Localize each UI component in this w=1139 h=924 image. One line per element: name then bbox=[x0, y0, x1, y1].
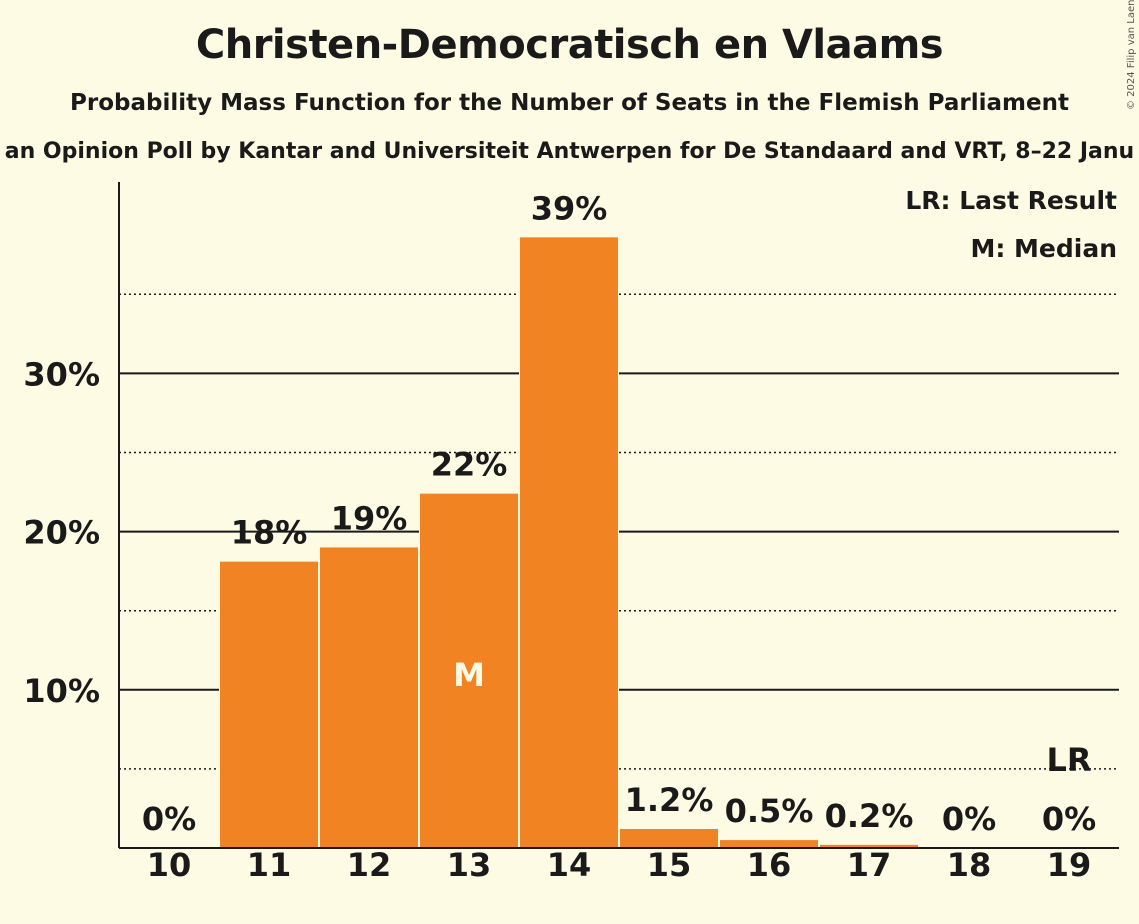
bar-value-label: 1.2% bbox=[625, 781, 714, 819]
chart-title: Christen-Democratisch en Vlaams bbox=[195, 22, 944, 68]
chart-subtitle: Probability Mass Function for the Number… bbox=[70, 90, 1069, 116]
bar-value-label: 0% bbox=[942, 800, 996, 838]
bar-value-label: 0.2% bbox=[825, 797, 914, 835]
x-tick-label: 12 bbox=[347, 846, 392, 884]
x-tick-label: 16 bbox=[747, 846, 792, 884]
bar-value-label: 0% bbox=[1042, 800, 1096, 838]
bar-value-label: 0.5% bbox=[725, 792, 814, 830]
bar bbox=[420, 493, 518, 848]
x-tick-label: 18 bbox=[947, 846, 992, 884]
y-tick-label: 30% bbox=[23, 355, 100, 393]
bar bbox=[220, 561, 318, 848]
y-tick-label: 10% bbox=[23, 672, 100, 710]
median-marker: M bbox=[453, 656, 485, 694]
bar-value-label: 22% bbox=[431, 446, 508, 484]
legend-last-result: LR: Last Result bbox=[905, 186, 1117, 215]
x-tick-label: 13 bbox=[447, 846, 492, 884]
bar-value-label: 18% bbox=[231, 514, 308, 552]
legend-median: M: Median bbox=[970, 234, 1117, 263]
bar-value-label: 0% bbox=[142, 800, 196, 838]
x-tick-label: 14 bbox=[547, 846, 592, 884]
bar bbox=[520, 237, 618, 848]
last-result-marker: LR bbox=[1046, 741, 1091, 779]
bar-value-label: 39% bbox=[531, 189, 608, 227]
y-tick-label: 20% bbox=[23, 514, 100, 552]
bar bbox=[820, 844, 918, 848]
bar bbox=[320, 547, 418, 848]
chart-source: an Opinion Poll by Kantar and Universite… bbox=[4, 139, 1135, 164]
x-tick-label: 11 bbox=[247, 846, 292, 884]
x-tick-label: 10 bbox=[147, 846, 192, 884]
bar bbox=[720, 840, 818, 848]
x-tick-label: 19 bbox=[1047, 846, 1092, 884]
bar-value-label: 19% bbox=[331, 499, 408, 537]
bar bbox=[620, 829, 718, 848]
x-tick-label: 15 bbox=[647, 846, 692, 884]
x-tick-label: 17 bbox=[847, 846, 892, 884]
